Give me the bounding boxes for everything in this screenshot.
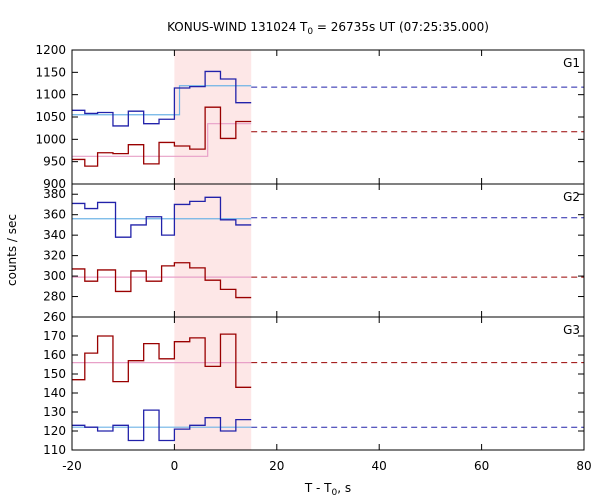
count-rate-histogram — [72, 196, 252, 238]
x-tick-label: 0 — [171, 459, 179, 473]
panel-frame — [71, 316, 585, 451]
background-fit-line — [72, 85, 252, 116]
x-tick-label: 80 — [576, 459, 591, 473]
x-tick-label: 40 — [372, 459, 387, 473]
y-tick-label: 300 — [43, 269, 66, 283]
count-rate-histogram — [72, 409, 252, 442]
y-tick-label: 950 — [43, 155, 66, 169]
count-rate-histogram — [72, 70, 252, 127]
burst-interval-band — [174, 317, 252, 450]
y-tick-label: 1200 — [35, 43, 66, 57]
panel-g2: 260 280 300 320 340 360 380 G2 — [43, 183, 585, 324]
y-tick-label: 340 — [43, 228, 66, 242]
x-tick-label: 20 — [269, 459, 284, 473]
y-tick-label: 320 — [43, 249, 66, 263]
panel-name-label: G3 — [563, 323, 580, 337]
count-rate-histogram — [72, 106, 252, 167]
y-tick-label: 160 — [43, 348, 66, 362]
y-tick-label: 1050 — [35, 110, 66, 124]
x-tick-label: 60 — [474, 459, 489, 473]
y-tick-label: 130 — [43, 405, 66, 419]
panel-g3: 110 120 130 140 150 160 170 G3 — [43, 316, 585, 457]
y-tick-label: 380 — [43, 187, 66, 201]
y-tick-label: 900 — [43, 177, 66, 191]
y-tick-label: 260 — [43, 310, 66, 324]
y-tick-label: 1000 — [35, 132, 66, 146]
panel-g1: 900 950 1000 1050 1100 1150 1200 G1 — [35, 43, 585, 191]
y-tick-label: 360 — [43, 208, 66, 222]
y-tick-label: 120 — [43, 424, 66, 438]
x-axis-label: T - T0, s — [304, 481, 351, 498]
count-rate-histogram — [72, 333, 252, 388]
panel-name-label: G2 — [563, 190, 580, 204]
chart-title: KONUS-WIND 131024 T0 = 26735s UT (07:25:… — [167, 20, 489, 37]
background-fit-line — [72, 123, 252, 157]
count-rate-histogram — [72, 262, 252, 299]
y-tick-label: 1100 — [35, 88, 66, 102]
y-tick-label: 280 — [43, 290, 66, 304]
y-axis-label: counts / sec — [5, 214, 19, 286]
burst-interval-band — [174, 50, 252, 184]
y-tick-label: 110 — [43, 443, 66, 457]
x-tick-label: -20 — [62, 459, 82, 473]
burst-interval-band — [174, 184, 252, 317]
y-tick-label: 150 — [43, 367, 66, 381]
panel-name-label: G1 — [563, 56, 580, 70]
y-tick-label: 170 — [43, 329, 66, 343]
panel-frame — [71, 183, 585, 318]
y-tick-label: 1150 — [35, 65, 66, 79]
y-tick-label: 140 — [43, 386, 66, 400]
